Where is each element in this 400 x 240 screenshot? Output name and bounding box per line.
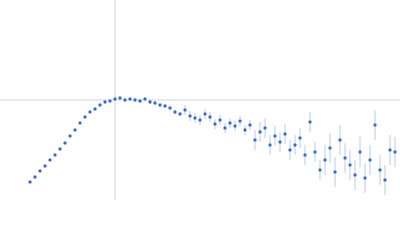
point <box>208 115 212 119</box>
point <box>318 168 322 172</box>
point <box>123 98 127 102</box>
point <box>263 126 267 130</box>
point <box>48 158 52 162</box>
point <box>383 178 387 182</box>
point <box>298 136 302 140</box>
point <box>203 112 207 116</box>
point <box>303 153 307 157</box>
point <box>328 146 332 150</box>
point <box>378 168 382 172</box>
point <box>63 141 67 145</box>
point <box>238 119 242 123</box>
point <box>83 115 87 119</box>
point <box>243 128 247 132</box>
point <box>363 176 367 180</box>
point <box>53 153 57 157</box>
point <box>338 138 342 142</box>
point <box>343 156 347 160</box>
point <box>308 120 312 124</box>
point <box>178 112 182 116</box>
point <box>373 123 377 127</box>
point <box>313 150 317 154</box>
point <box>28 180 32 184</box>
point <box>278 140 282 144</box>
point <box>223 126 227 130</box>
point <box>68 134 72 138</box>
point <box>128 97 132 101</box>
point <box>108 99 112 103</box>
point <box>353 173 357 177</box>
point <box>33 175 37 179</box>
point <box>358 150 362 154</box>
point <box>253 138 257 142</box>
point <box>88 110 92 114</box>
point <box>348 163 352 167</box>
point <box>233 124 237 128</box>
point <box>258 130 262 134</box>
point <box>273 134 277 138</box>
point <box>93 107 97 111</box>
point <box>73 128 77 132</box>
point <box>38 169 42 173</box>
point <box>103 100 107 104</box>
point <box>183 108 187 112</box>
point <box>188 114 192 118</box>
point <box>158 103 162 107</box>
point <box>268 143 272 147</box>
point <box>388 148 392 152</box>
chart <box>0 0 400 200</box>
point <box>163 104 167 108</box>
point <box>118 96 122 100</box>
point <box>293 143 297 147</box>
point <box>333 170 337 174</box>
point <box>148 100 152 104</box>
point <box>138 99 142 103</box>
point <box>133 98 137 102</box>
point <box>218 118 222 122</box>
point <box>193 116 197 120</box>
point <box>213 122 217 126</box>
point <box>153 101 157 105</box>
point <box>283 132 287 136</box>
point <box>98 103 102 107</box>
point <box>78 121 82 125</box>
point <box>248 123 252 127</box>
point <box>113 97 117 101</box>
point <box>43 164 47 168</box>
point <box>228 121 232 125</box>
point <box>198 118 202 122</box>
point <box>173 110 177 114</box>
point <box>393 150 397 154</box>
point <box>288 148 292 152</box>
point <box>58 147 62 151</box>
point <box>143 97 147 101</box>
point <box>323 158 327 162</box>
point <box>368 158 372 162</box>
point <box>168 106 172 110</box>
